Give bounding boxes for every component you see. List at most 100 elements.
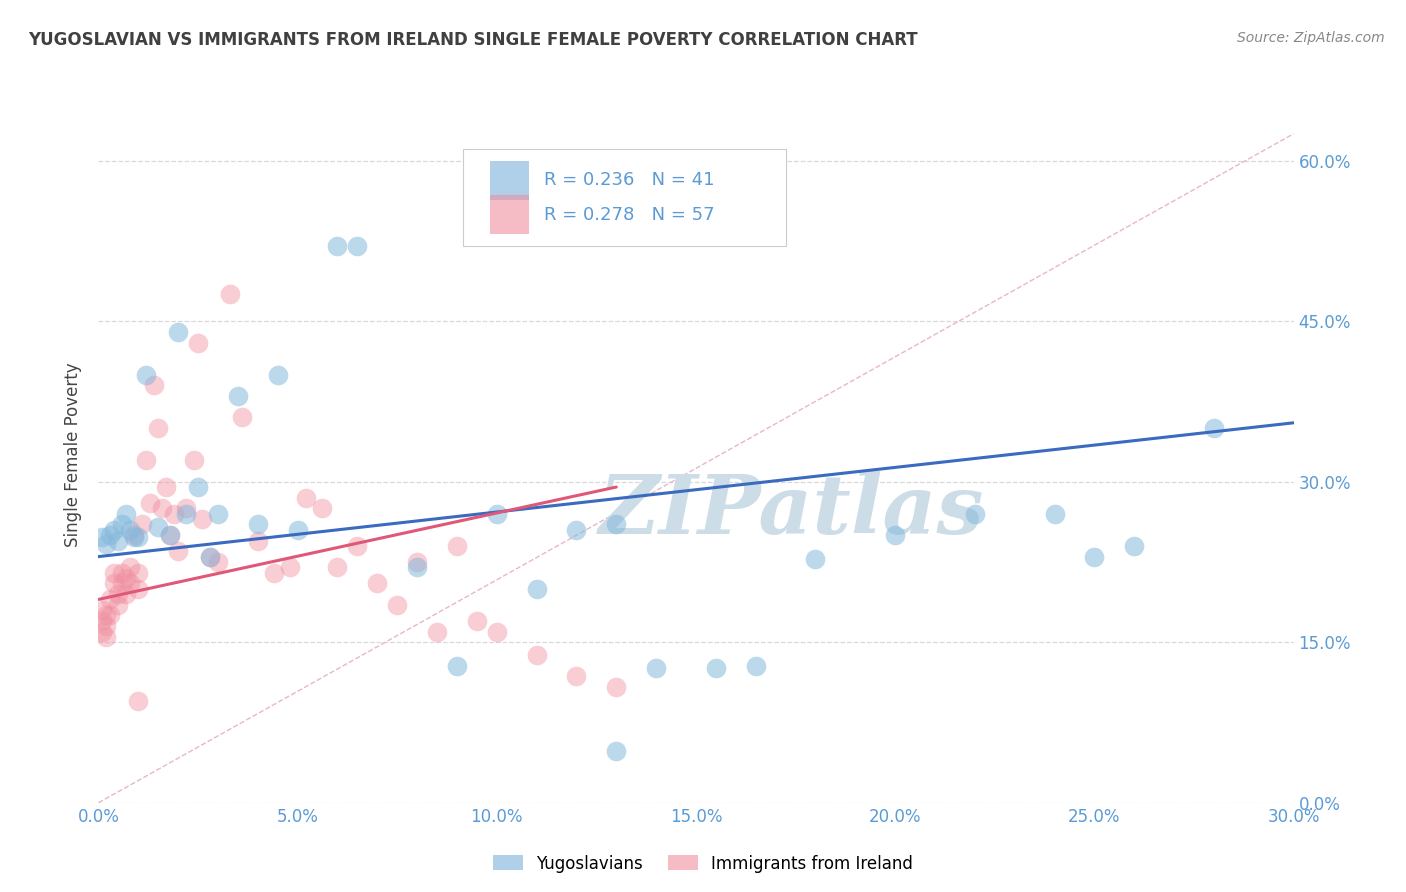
Point xyxy=(98,528,122,542)
Point xyxy=(485,624,508,639)
Point xyxy=(91,614,114,628)
Point xyxy=(163,507,186,521)
Point xyxy=(645,661,668,675)
Point xyxy=(96,608,118,623)
Point xyxy=(167,325,190,339)
Point xyxy=(135,368,157,382)
Point xyxy=(174,501,197,516)
Point xyxy=(406,560,429,574)
Point xyxy=(103,523,125,537)
Point xyxy=(745,658,768,673)
Point xyxy=(704,661,727,675)
Text: R = 0.236   N = 41: R = 0.236 N = 41 xyxy=(544,171,714,189)
Point xyxy=(565,669,588,683)
Point xyxy=(1043,507,1066,521)
Point xyxy=(605,517,627,532)
Point xyxy=(263,566,285,580)
Point xyxy=(115,507,138,521)
Point xyxy=(115,571,138,585)
Point xyxy=(91,530,114,544)
Point xyxy=(198,549,221,564)
Point xyxy=(127,530,149,544)
Point xyxy=(91,603,114,617)
Point xyxy=(465,614,488,628)
Point xyxy=(183,453,205,467)
Point xyxy=(120,523,142,537)
Point xyxy=(267,368,290,382)
Point xyxy=(98,608,122,623)
Point xyxy=(346,539,368,553)
Point xyxy=(167,544,190,558)
Point xyxy=(120,576,142,591)
Point xyxy=(115,587,138,601)
Text: R = 0.278   N = 57: R = 0.278 N = 57 xyxy=(544,206,714,224)
Point xyxy=(124,528,146,542)
Point xyxy=(143,378,166,392)
Point xyxy=(96,630,118,644)
Point xyxy=(198,549,221,564)
Point xyxy=(326,239,349,253)
FancyBboxPatch shape xyxy=(491,195,529,235)
Point xyxy=(565,523,588,537)
Point xyxy=(526,648,548,662)
Point xyxy=(1083,549,1105,564)
Point xyxy=(127,566,149,580)
Point xyxy=(159,528,181,542)
Point xyxy=(219,287,242,301)
Point xyxy=(124,530,146,544)
Point xyxy=(103,566,125,580)
Point xyxy=(446,539,468,553)
Point xyxy=(96,619,118,633)
Text: Source: ZipAtlas.com: Source: ZipAtlas.com xyxy=(1237,31,1385,45)
Point xyxy=(107,533,129,548)
Point xyxy=(98,592,122,607)
Point xyxy=(278,560,301,574)
Point xyxy=(311,501,333,516)
Text: ZIPatlas: ZIPatlas xyxy=(599,471,984,550)
Point xyxy=(246,533,269,548)
Point xyxy=(159,528,181,542)
Point xyxy=(231,410,253,425)
Point xyxy=(148,421,170,435)
Point xyxy=(111,576,134,591)
Point xyxy=(226,389,249,403)
Point xyxy=(187,480,209,494)
Text: YUGOSLAVIAN VS IMMIGRANTS FROM IRELAND SINGLE FEMALE POVERTY CORRELATION CHART: YUGOSLAVIAN VS IMMIGRANTS FROM IRELAND S… xyxy=(28,31,918,49)
Point xyxy=(446,658,468,673)
Point xyxy=(96,537,118,551)
Point xyxy=(155,480,177,494)
Point xyxy=(150,501,173,516)
Point xyxy=(294,491,316,505)
Point xyxy=(426,624,449,639)
Point xyxy=(191,512,214,526)
Point xyxy=(111,566,134,580)
Point xyxy=(127,582,149,596)
Point xyxy=(103,576,125,591)
Point xyxy=(326,560,349,574)
Point xyxy=(111,517,134,532)
Point xyxy=(120,560,142,574)
Point xyxy=(485,507,508,521)
Point xyxy=(385,598,409,612)
FancyBboxPatch shape xyxy=(491,161,529,200)
Legend: Yugoslavians, Immigrants from Ireland: Yugoslavians, Immigrants from Ireland xyxy=(486,848,920,880)
Point xyxy=(207,555,229,569)
Point xyxy=(246,517,269,532)
Point xyxy=(131,517,153,532)
Y-axis label: Single Female Poverty: Single Female Poverty xyxy=(65,363,83,547)
Point xyxy=(346,239,368,253)
Point xyxy=(526,582,548,596)
Point xyxy=(605,744,627,758)
Point xyxy=(287,523,309,537)
Point xyxy=(91,624,114,639)
Point xyxy=(107,598,129,612)
FancyBboxPatch shape xyxy=(463,149,786,246)
Point xyxy=(127,694,149,708)
Point xyxy=(366,576,388,591)
Point xyxy=(174,507,197,521)
Point xyxy=(139,496,162,510)
Point xyxy=(207,507,229,521)
Point xyxy=(135,453,157,467)
Point xyxy=(963,507,986,521)
Point xyxy=(148,519,170,533)
